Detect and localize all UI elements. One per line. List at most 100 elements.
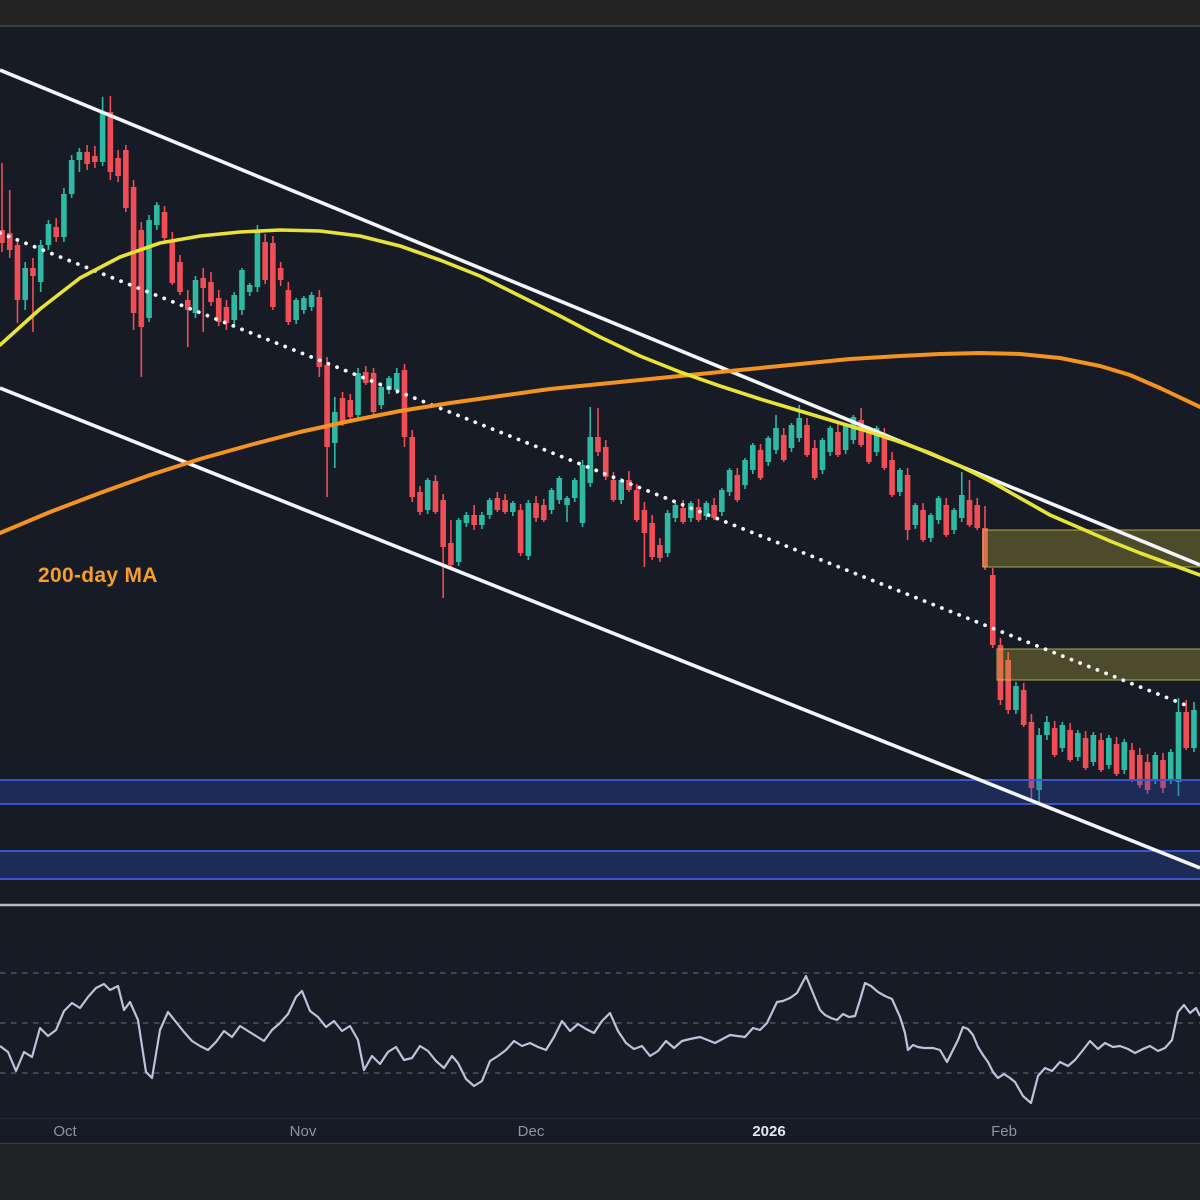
candle-body (564, 498, 570, 505)
candle-body (804, 425, 810, 455)
candle-body (688, 503, 694, 518)
candle-body (401, 370, 408, 437)
candle-body (657, 545, 663, 558)
candle-body (796, 418, 803, 438)
time-axis[interactable]: Oct Nov Dec 2026 Feb (0, 1118, 1200, 1144)
candle-body (602, 447, 609, 477)
candle-body (494, 498, 501, 510)
candle-body (951, 510, 957, 530)
candle-body (1020, 690, 1027, 725)
resistance-zone (996, 648, 1200, 681)
candle-body (618, 480, 624, 500)
candle-body (1167, 752, 1174, 780)
candle-body (378, 387, 385, 405)
candle-body (742, 460, 748, 485)
candle-body (726, 470, 733, 492)
candle-body (347, 400, 354, 417)
candle-body (1067, 730, 1073, 760)
candle-body (223, 307, 230, 323)
candle-body (184, 300, 191, 310)
candle-body (339, 398, 346, 423)
time-label-dec: Dec (517, 1123, 545, 1140)
candle-body (579, 465, 586, 523)
candle-body (517, 510, 524, 553)
candle-body (935, 498, 942, 520)
time-label-2026: 2026 (752, 1123, 786, 1140)
candle-body (703, 503, 710, 516)
candle-body (215, 298, 222, 322)
candle-body (123, 150, 129, 208)
candle-body (130, 187, 137, 313)
candle-body (595, 437, 601, 452)
candle-body (471, 515, 477, 525)
candle-body (161, 212, 168, 238)
rsi-line (0, 974, 1200, 1105)
candle-body (912, 505, 919, 525)
candle-body (858, 420, 864, 445)
candle-body (177, 262, 183, 292)
candle-body (695, 507, 702, 520)
candle-body (749, 445, 756, 470)
ma-200-line (0, 351, 1200, 535)
candle-body (819, 440, 826, 470)
candle-body (827, 428, 833, 452)
candle-body (448, 543, 454, 565)
candle-body (107, 112, 114, 172)
candle-body (928, 515, 934, 538)
candle-body (30, 268, 36, 276)
support-band (0, 850, 1200, 880)
candle-body (649, 523, 655, 557)
time-label-nov: Nov (289, 1123, 317, 1140)
candle-body (285, 290, 292, 322)
candle-body (633, 490, 640, 520)
candle-body (1098, 740, 1104, 770)
candle-body (37, 245, 44, 282)
candle-body (773, 428, 779, 450)
candle-body (502, 500, 508, 512)
candle-body (664, 513, 671, 553)
candle-body (842, 425, 849, 450)
candle-body (115, 158, 121, 176)
candle-body (440, 500, 446, 547)
candle-body (1175, 712, 1182, 782)
candle-body (479, 515, 485, 525)
candle-body (1144, 762, 1151, 790)
candle-body (1059, 725, 1066, 748)
candle-body (788, 425, 795, 448)
time-label-oct: Oct (53, 1123, 77, 1140)
candle-body (881, 435, 888, 468)
candle-body (316, 297, 323, 367)
candle-body (548, 490, 555, 510)
candle-body (386, 378, 392, 390)
candle-body (556, 478, 563, 500)
candle-body (525, 503, 532, 556)
candle-body (641, 510, 648, 533)
candle-body (200, 278, 207, 288)
candle-body (1082, 738, 1089, 768)
candle-body (486, 500, 493, 515)
candle-body (53, 227, 59, 237)
channel-lower-line (0, 386, 1200, 870)
candle-body (1191, 710, 1197, 748)
candle-body (76, 152, 83, 160)
candle-body (1051, 728, 1058, 755)
candle-body (84, 152, 90, 164)
candle-body (510, 503, 516, 512)
candle-body (154, 205, 160, 225)
candle-body (192, 280, 199, 313)
candle-body (231, 295, 237, 320)
candle-body (587, 437, 594, 483)
candle-body (780, 435, 787, 460)
candle-body (208, 282, 214, 302)
candle-body (45, 224, 52, 245)
candle-body (765, 438, 772, 462)
candle-body (1013, 686, 1019, 710)
bottom-bar (0, 1143, 1200, 1200)
time-label-feb: Feb (991, 1123, 1017, 1140)
candle-body (262, 242, 268, 280)
candle-body (424, 480, 431, 510)
candle-body (417, 492, 423, 512)
candle-body (610, 480, 617, 500)
candle-body (680, 508, 686, 522)
